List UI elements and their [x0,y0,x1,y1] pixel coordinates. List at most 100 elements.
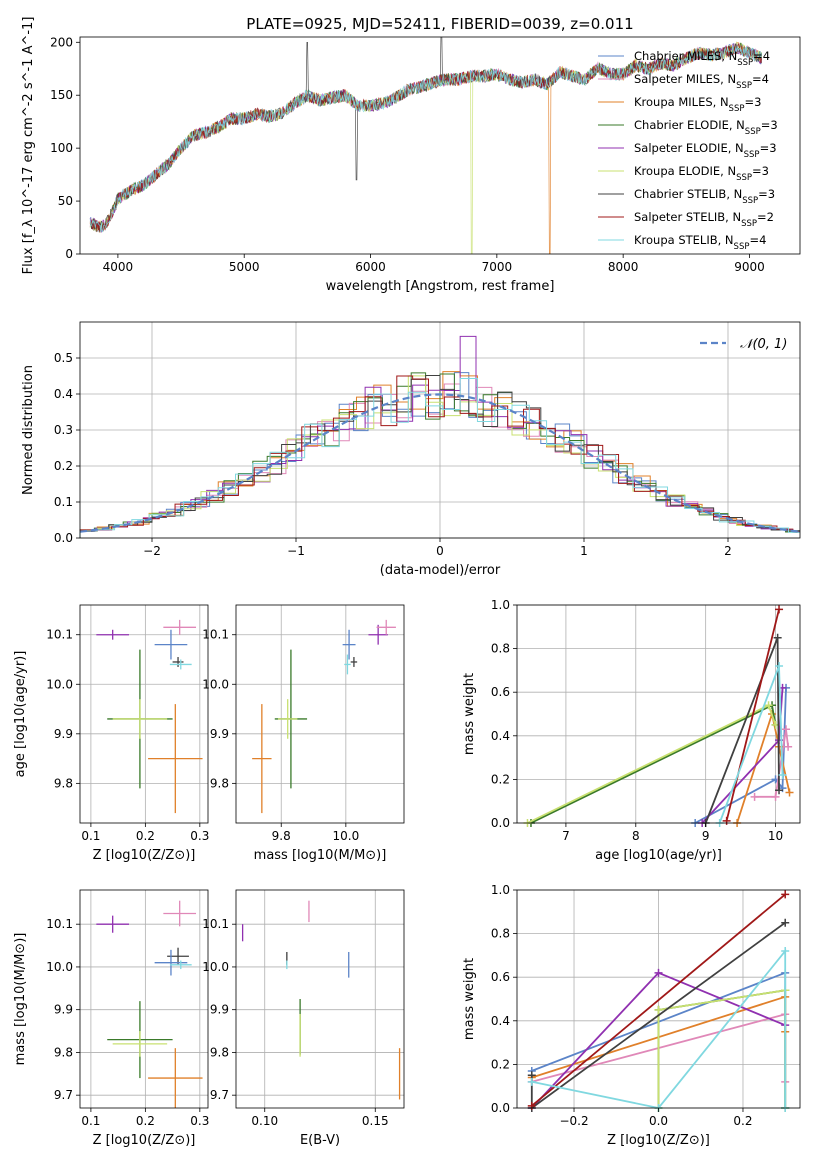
y-tick-label: 0.0 [491,1101,510,1115]
x-tick-label: 0.1 [81,829,100,843]
series-marker [654,1005,663,1014]
x-axis-label: Z [log10(Z/Z⊙)] [93,1133,196,1148]
x-tick-label: 0 [436,544,444,558]
series-marker [527,1101,536,1110]
panel-age-vs-Z: 0.1 0.2 0.3 9.8 9.9 10.0 10.1 Z [log10(Z/Z⊙)] ag… [13,604,209,863]
series-marker [750,792,759,801]
axes-frame [79,604,209,824]
series-line [657,989,787,1108]
legend-entry: Salpeter ELODIE, NSSP=3 [634,141,777,160]
histogram-step [79,374,800,538]
panel-residuals: −2 −1 0 1 2 0.0 0.1 0.2 0.3 0.4 0.5 (data-model)/er… [21,321,801,578]
legend-entry: Kroupa ELODIE, NSSP=3 [634,164,769,183]
series-marker [781,918,790,927]
y-tick-label: 50 [58,194,73,208]
y-tick-label: 0.0 [491,816,510,830]
normal-curve [79,393,801,533]
plot-area-residuals [79,335,801,538]
x-tick-label: −0.2 [559,1114,588,1128]
y-tick-label: 9.7 [210,1088,229,1102]
y-tick-label: 0.5 [54,351,73,365]
plot-area-age-vs-Z [96,619,203,814]
axes-frame [235,604,405,824]
series-marker [784,742,793,751]
series-marker [654,968,663,977]
data-point [169,960,192,970]
data-point [344,654,351,675]
y-tick-label: 0.8 [491,927,510,941]
y-tick-label: 9.8 [54,776,73,790]
y-tick-label: 9.9 [210,727,229,741]
y-tick-label: 10.0 [202,960,229,974]
data-point [154,629,188,660]
series-line [718,665,784,824]
y-tick-label: 9.8 [210,776,229,790]
series-line [754,729,789,798]
y-tick-label: 1.0 [491,598,510,612]
y-tick-label: 9.9 [54,1003,73,1017]
data-point [163,900,197,927]
panel-weight-vs-age: 7 8 9 10 0.0 0.2 0.4 0.6 0.8 1.0 age [log10(age/yr… [462,598,801,863]
figure-title: PLATE=0925, MJD=52411, FIBERID=0039, z=0… [246,15,633,33]
y-tick-label: 9.8 [210,1045,229,1059]
series-line [531,948,787,1109]
x-tick-label: 10 [768,829,783,843]
x-tick-label: 2 [724,544,732,558]
y-tick-label: 0.6 [491,685,510,699]
y-tick-label: 10.1 [202,917,229,931]
plot-area-mass-vs-Z [96,900,203,1108]
y-tick-label: 9.9 [54,727,73,741]
series-marker [785,788,794,797]
x-tick-label: 0.3 [190,829,209,843]
y-axis-label: Flux [f_λ 10^-17 erg cm^-2 s^-1 A^-1] [21,17,36,275]
x-tick-label: 0.3 [190,1114,209,1128]
x-tick-label: 6000 [355,260,386,274]
x-axis-label: age [log10(age/yr)] [595,848,722,863]
axes-frame [516,604,801,824]
x-tick-label: 9 [702,829,710,843]
data-point [163,619,197,635]
x-tick-label: 0.0 [649,1114,668,1128]
series-marker [771,792,780,801]
series-marker [782,725,791,734]
data-point [154,949,188,976]
x-tick-label: 0.2 [136,1114,155,1128]
legend-entry: Kroupa MILES, NSSP=3 [634,95,761,114]
x-tick-label: 4000 [103,260,134,274]
y-tick-label: 0.2 [54,459,73,473]
histogram-step [79,375,800,538]
x-tick-label: 0.10 [251,1114,278,1128]
series-marker [781,947,790,956]
legend-entry: Salpeter MILES, NSSP=4 [634,72,769,91]
data-point [112,699,168,739]
x-tick-label: −1 [287,544,305,558]
y-axis-label: mass weight [462,673,477,755]
data-point [96,915,130,933]
series-marker [775,786,784,795]
data-point [148,1048,203,1108]
x-tick-label: 10.0 [332,829,359,843]
plot-area-weight-vs-age [523,605,794,827]
series-line [725,609,780,822]
x-tick-label: 7000 [482,260,513,274]
series-marker [778,771,787,780]
data-point [148,704,203,814]
panel-weight-vs-Z: −0.2 0.0 0.2 0.0 0.2 0.4 0.6 0.8 1.0 Z [log10(Z/Z… [462,883,801,1148]
y-tick-label: 0.1 [54,495,73,509]
x-tick-label: 9.8 [272,829,291,843]
series-line [657,989,787,1108]
data-point [342,629,356,660]
y-tick-label: 100 [50,141,73,155]
panel-age-vs-mass: 9.8 10.0 9.8 9.9 10.0 10.1 mass [log10(M/M⊙)] [202,604,405,863]
data-point [252,704,272,814]
y-tick-label: 10.1 [202,628,229,642]
data-point [112,1031,168,1057]
x-tick-label: 0.2 [136,829,155,843]
y-tick-label: 0.2 [491,772,510,786]
axes-frame [79,889,209,1109]
legend-entry: Kroupa STELIB, NSSP=4 [634,233,766,252]
legend-entry: 𝒩(0, 1) [740,337,787,352]
y-axis-label: mass weight [462,958,477,1040]
